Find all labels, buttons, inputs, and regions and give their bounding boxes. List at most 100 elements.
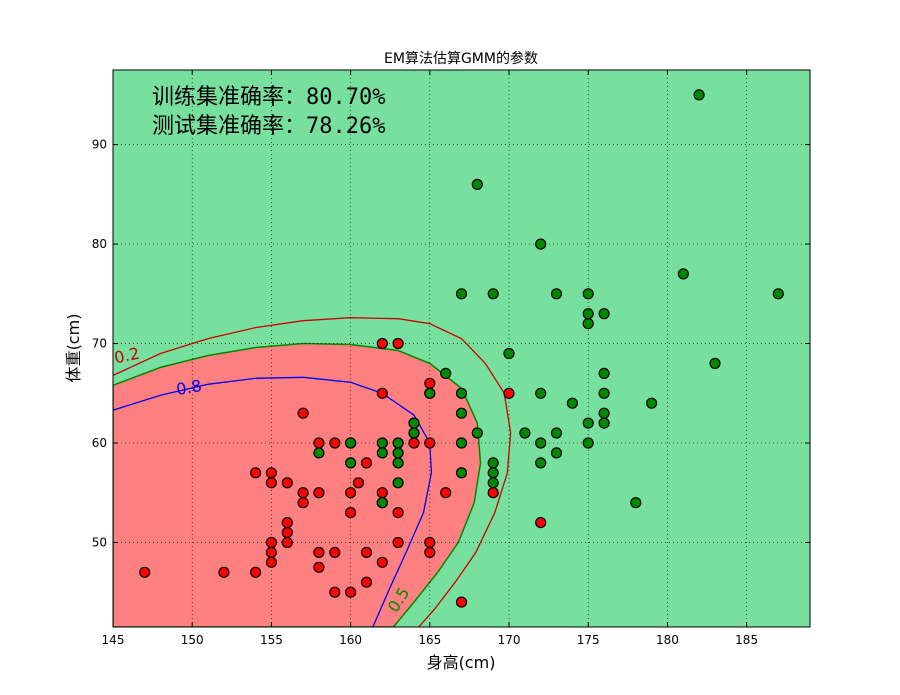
point-green — [550, 288, 563, 300]
point-green — [376, 437, 388, 449]
point-green — [345, 437, 357, 449]
point-green — [535, 238, 547, 250]
x-tick-label: 155 — [260, 633, 283, 647]
point-red — [281, 516, 293, 529]
point-green — [550, 447, 563, 459]
point-green — [392, 457, 404, 469]
point-green — [487, 467, 499, 479]
point-red — [376, 556, 388, 568]
point-red — [329, 546, 341, 559]
point-red — [265, 477, 277, 489]
point-green — [598, 367, 610, 379]
test-accuracy: 测试集准确率：78.26% — [152, 114, 385, 139]
point-green — [582, 417, 594, 429]
y-axis: 50 60 70 80 90 — [92, 138, 810, 549]
point-green — [408, 427, 420, 439]
point-red — [392, 337, 404, 350]
point-green — [535, 457, 547, 469]
point-red — [424, 437, 436, 449]
contour-0.2 — [113, 317, 512, 627]
point-green — [455, 288, 468, 300]
point-green — [455, 467, 468, 479]
point-red — [392, 506, 404, 519]
point-red — [392, 536, 404, 549]
point-red — [360, 546, 373, 559]
point-red — [345, 586, 357, 598]
point-red — [265, 556, 277, 568]
point-red — [440, 487, 452, 499]
point-green — [630, 497, 642, 509]
point-red — [360, 457, 373, 469]
point-green — [582, 288, 594, 300]
x-tick-label: 150 — [181, 633, 204, 647]
point-red — [297, 497, 309, 509]
point-green — [709, 357, 721, 369]
point-red — [139, 566, 151, 578]
point-green — [535, 387, 547, 399]
point-red — [329, 586, 341, 598]
point-green — [598, 407, 610, 419]
x-tick-label: 185 — [735, 633, 758, 647]
point-red — [424, 377, 436, 389]
point-green — [582, 318, 594, 330]
point-green — [487, 288, 499, 300]
point-green — [455, 387, 468, 399]
point-green — [487, 477, 499, 489]
point-green — [598, 417, 610, 429]
point-red — [487, 487, 499, 499]
point-green — [772, 288, 784, 300]
x-tick-label: 145 — [102, 633, 125, 647]
point-green — [345, 457, 357, 469]
point-green — [424, 387, 436, 399]
y-tick-label: 90 — [92, 138, 107, 152]
point-green — [582, 437, 594, 449]
plot-frame — [112, 69, 811, 628]
y-tick-label: 50 — [92, 535, 107, 549]
y-tick-label: 70 — [92, 337, 107, 351]
contour-label-0.8: 0.8 — [175, 376, 203, 399]
point-red — [281, 477, 293, 489]
point-red — [376, 337, 388, 350]
point-green — [376, 447, 388, 459]
point-red — [329, 437, 341, 449]
class0-region — [113, 342, 482, 627]
point-green — [677, 268, 689, 280]
point-green — [392, 447, 404, 459]
point-green — [392, 477, 404, 489]
contour-0.8 — [113, 376, 433, 627]
point-green — [408, 417, 420, 429]
y-tick-label: 80 — [92, 237, 107, 251]
point-red — [345, 487, 357, 499]
point-green — [487, 457, 499, 469]
point-red — [345, 506, 357, 519]
point-red — [408, 437, 420, 449]
y-tick-label: 60 — [92, 436, 107, 450]
train-accuracy: 训练集准确率：80.70% — [152, 85, 385, 110]
point-green — [550, 427, 563, 439]
point-green — [535, 437, 547, 449]
point-red — [281, 526, 293, 539]
y-axis-title: 体重(cm) — [64, 314, 83, 383]
point-red — [360, 576, 373, 588]
point-green — [645, 397, 658, 409]
x-tick-label: 165 — [418, 633, 441, 647]
point-green — [598, 308, 610, 320]
point-green — [693, 89, 705, 101]
point-red — [352, 477, 365, 489]
point-green — [313, 447, 325, 459]
point-red — [424, 546, 436, 559]
point-green — [392, 437, 404, 449]
point-red — [297, 487, 309, 499]
point-red — [313, 546, 325, 559]
point-red — [281, 536, 293, 549]
point-red — [376, 487, 388, 499]
point-green — [503, 347, 515, 360]
point-green — [566, 397, 579, 409]
point-red — [265, 536, 277, 549]
chart-title: EM算法估算GMM的参数 — [384, 50, 538, 67]
point-red — [424, 536, 436, 549]
point-green — [519, 427, 531, 439]
point-red — [265, 467, 277, 479]
contour-label-0.2: 0.2 — [112, 344, 141, 368]
point-red — [313, 487, 325, 499]
